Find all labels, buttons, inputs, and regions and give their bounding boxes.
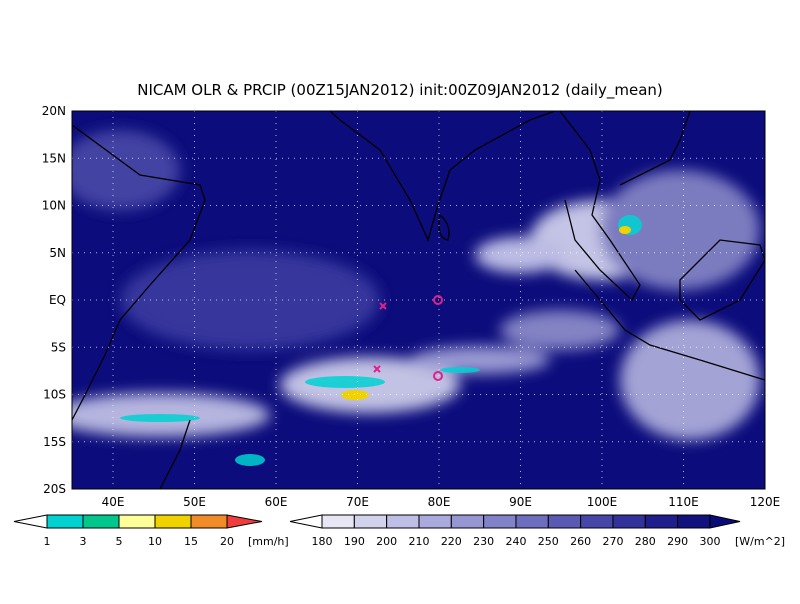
colorbar-box xyxy=(418,514,452,529)
colorbar-box xyxy=(118,514,156,529)
lon-label: 110E xyxy=(668,495,699,509)
lat-label: 5S xyxy=(51,340,66,354)
colorbar-label: 230 xyxy=(473,535,494,548)
colorbar-box xyxy=(154,514,192,529)
lat-label: 10S xyxy=(43,388,66,402)
colorbar-box xyxy=(46,514,84,529)
lat-label: 15S xyxy=(43,435,66,449)
lon-label: 120E xyxy=(750,495,781,509)
colorbar-label: 10 xyxy=(148,535,162,548)
lat-labels: 20N 15N 10N 5N EQ 5S 10S 15S 20S xyxy=(42,104,66,496)
colorbar-label: 180 xyxy=(312,535,333,548)
colorbar-unit: [W/m^2] xyxy=(735,535,785,548)
lon-label: 80E xyxy=(428,495,451,509)
colorbar-label: 210 xyxy=(408,535,429,548)
lon-label: 60E xyxy=(265,495,288,509)
colorbar-arrow-left xyxy=(13,514,48,529)
colorbar-label: 280 xyxy=(635,535,656,548)
lon-label: 90E xyxy=(509,495,532,509)
colorbar-label: 5 xyxy=(116,535,123,548)
colorbar-box xyxy=(677,514,711,529)
colorbar-label: 20 xyxy=(220,535,234,548)
lat-label: 10N xyxy=(42,199,66,213)
title: NICAM OLR & PRCIP (00Z15JAN2012) init:00… xyxy=(137,81,663,100)
lon-label: 100E xyxy=(587,495,618,509)
lat-label: 20N xyxy=(42,104,66,118)
colorbar-box xyxy=(515,514,549,529)
lon-labels: 40E 50E 60E 70E 80E 90E 100E 110E 120E xyxy=(102,495,781,509)
colorbar-label: 250 xyxy=(538,535,559,548)
colorbar-box xyxy=(580,514,614,529)
colorbar-box xyxy=(644,514,679,529)
colorbar-box xyxy=(612,514,646,529)
colorbar-label: 200 xyxy=(376,535,397,548)
colorbar-box xyxy=(386,514,420,529)
lon-label: 50E xyxy=(183,495,206,509)
colorbar-arrow-right xyxy=(226,514,263,529)
lat-label: 15N xyxy=(42,151,66,165)
colorbar-box xyxy=(483,514,517,529)
colorbar-box xyxy=(82,514,120,529)
colorbar-unit: [mm/h] xyxy=(248,535,289,548)
lat-label: 5N xyxy=(49,246,66,260)
colorbar-label: 290 xyxy=(667,535,688,548)
colorbar-label: 220 xyxy=(441,535,462,548)
colorbar-box xyxy=(353,514,388,529)
colorbar-label: 15 xyxy=(184,535,198,548)
colorbar-arrow-right xyxy=(709,514,741,529)
map-frame xyxy=(71,110,766,490)
lon-label: 70E xyxy=(346,495,369,509)
olr-colorbar: 180 190 200 210 220 230 240 250 260 270 280 290 300 [… xyxy=(289,514,785,548)
colorbar-label: 190 xyxy=(344,535,365,548)
colorbar-label: 270 xyxy=(602,535,623,548)
colorbar-box xyxy=(450,514,485,529)
map-area xyxy=(72,111,765,489)
colorbar-box xyxy=(321,514,355,529)
colorbar-label: 300 xyxy=(699,535,720,548)
colorbar-label: 3 xyxy=(80,535,87,548)
lon-label: 40E xyxy=(102,495,125,509)
lat-label: EQ xyxy=(49,293,66,307)
colorbar-label: 240 xyxy=(505,535,526,548)
colorbar-box xyxy=(547,514,582,529)
lat-label: 20S xyxy=(43,482,66,496)
colorbar-label: 260 xyxy=(570,535,591,548)
colorbar-arrow-left xyxy=(289,514,323,529)
precip-colorbar: 1 3 5 10 15 20 [mm/h] xyxy=(13,514,289,548)
colorbar-box xyxy=(190,514,228,529)
colorbar-label: 1 xyxy=(44,535,51,548)
